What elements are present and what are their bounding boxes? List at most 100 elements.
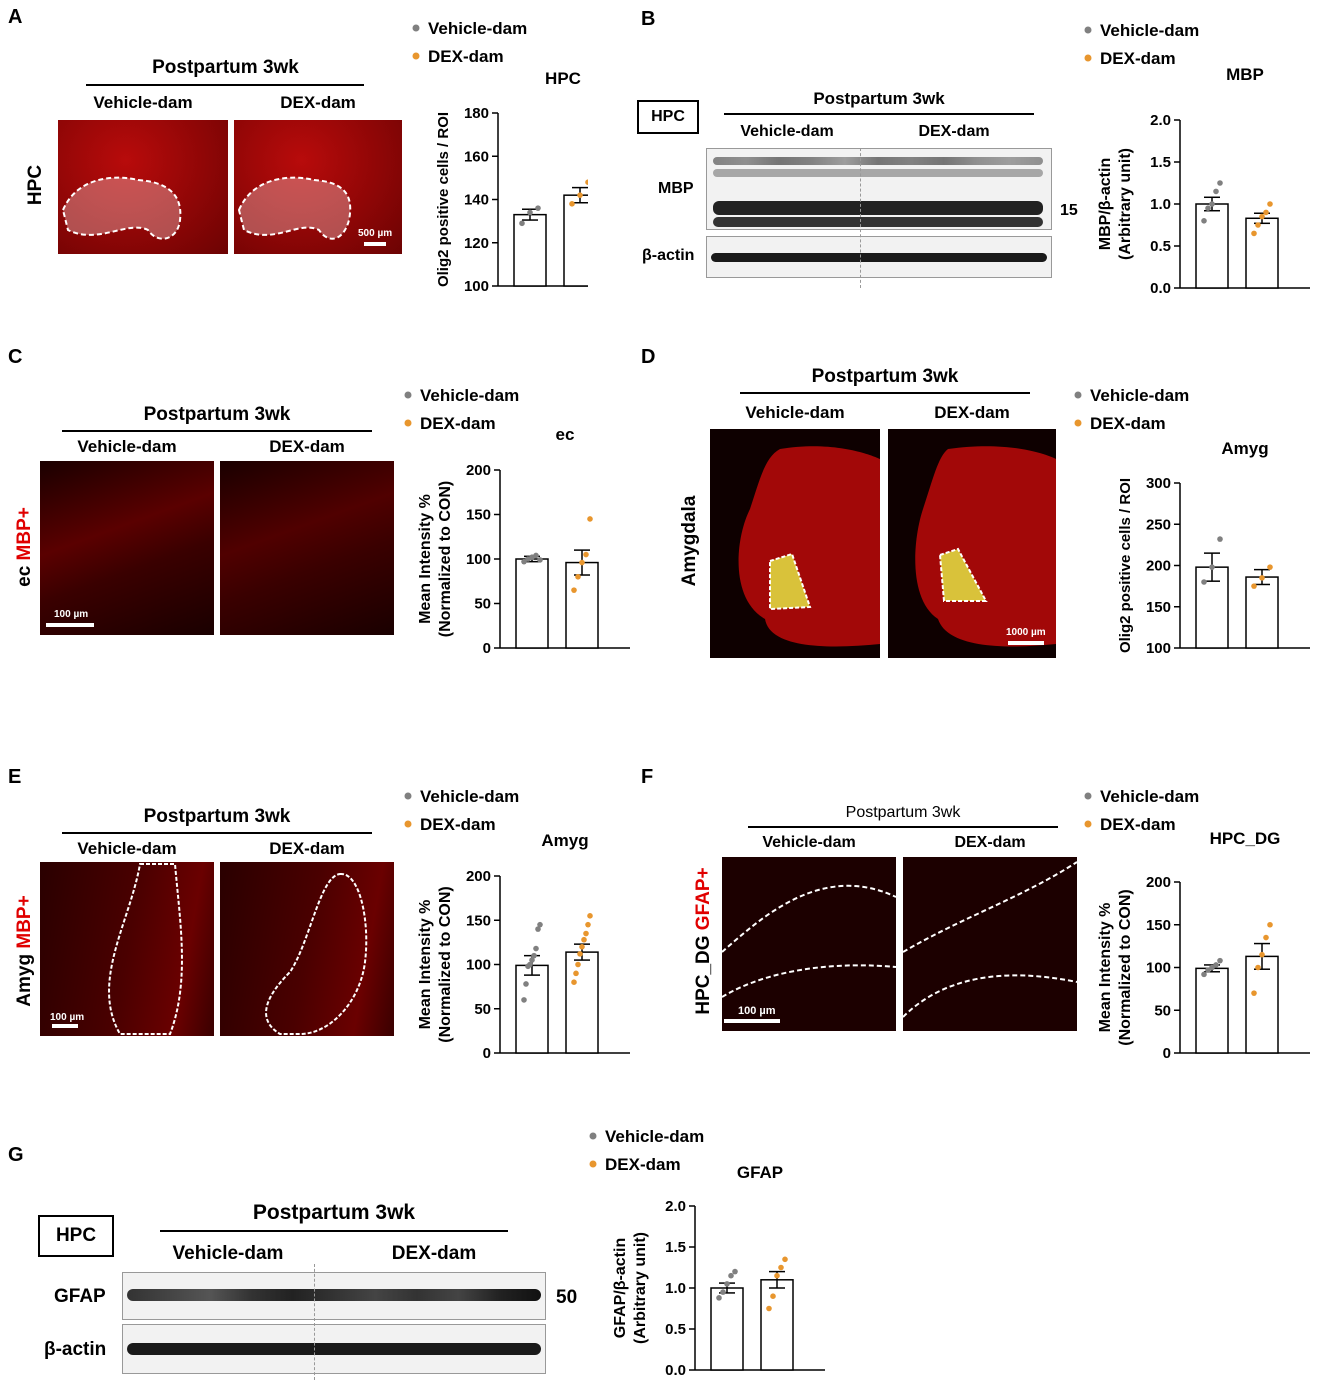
legend-vehicle-marker: [589, 1132, 597, 1140]
chart-g-bar-dex: [760, 1279, 794, 1371]
panel-e-group-vehicle: Vehicle-dam: [77, 839, 177, 858]
chart-f-y-label: Mean Intensity %: [1097, 903, 1114, 1033]
panel-c-side-marker: MBP+: [14, 507, 35, 561]
panel-e-scale-text: 100 µm: [50, 1012, 85, 1023]
panel-g-region-box: HPC: [38, 1215, 114, 1257]
chart-c-y-tick-label: 0: [483, 640, 491, 657]
chart-f-point-vehicle: [1205, 967, 1211, 973]
panel-b-divider: [860, 148, 861, 288]
chart-c-point-vehicle: [521, 558, 527, 565]
panel-e-scale-bar: [52, 1024, 78, 1028]
panel-b-header: Postpartum 3wk: [813, 89, 945, 108]
chart-e-point-dex: [587, 913, 593, 919]
chart-b-point-dex: [1263, 209, 1269, 216]
legend-dex-marker: [589, 1160, 597, 1168]
chart-c-point-dex: [575, 574, 581, 580]
chart-f-point-vehicle: [1217, 957, 1223, 964]
chart-a-point-dex: [585, 179, 588, 185]
chart-e-point-vehicle: [523, 981, 529, 987]
panel-f-scale-bar: [724, 1019, 780, 1023]
panel-g-group-vehicle: Vehicle-dam: [172, 1243, 284, 1264]
chart-e-point-vehicle: [529, 957, 535, 963]
chart-g-y-tick-label: 1.5: [665, 1239, 686, 1256]
chart-e-point-dex: [581, 936, 587, 943]
chart-g-y-label: (Arbitrary unit): [632, 1232, 649, 1344]
panel-a-header-line: [86, 84, 364, 86]
panel-b-group-dex: DEX-dam: [918, 123, 990, 140]
chart-e-point-dex: [571, 979, 577, 985]
chart-b-y-tick-label: 1.0: [1150, 196, 1171, 213]
chart-f-title: HPC_DG: [1210, 829, 1281, 848]
chart-b-y-tick-label: 0.0: [1150, 280, 1171, 297]
chart-b-point-dex: [1255, 222, 1261, 228]
chart-c-point-dex: [587, 516, 593, 522]
legend-dex-label: DEX-dam: [1100, 815, 1176, 834]
legend-dex-label: DEX-dam: [428, 47, 504, 66]
chart-f-y-tick-label: 150: [1146, 917, 1171, 934]
chart-d-title: Amyg: [1221, 439, 1268, 458]
panel-f-scale-text: 100 µm: [738, 1005, 776, 1017]
panel-f-side-label: HPC_DG GFAP+: [693, 861, 715, 1021]
panel-e-chart: Vehicle-dam DEX-dam Amyg 0 50 100 150 200 Mean I…: [404, 787, 630, 1062]
chart-e-y-label: (Normalized to CON): [437, 886, 454, 1042]
chart-g-point-vehicle: [720, 1289, 726, 1295]
chart-f-point-dex: [1267, 921, 1273, 928]
panel-c-image-vehicle: 100 µm: [40, 461, 214, 635]
panel-g-blot-gfap: [122, 1272, 546, 1320]
chart-e-point-dex: [585, 921, 591, 928]
chart-g-title: GFAP: [737, 1163, 783, 1182]
chart-e-point-dex: [575, 961, 581, 968]
chart-e-point-vehicle: [537, 921, 543, 928]
panel-letter-c: C: [8, 346, 23, 368]
chart-f-point-dex: [1259, 951, 1265, 958]
chart-b-point-dex: [1267, 201, 1273, 207]
chart-a-y-tick-label: 160: [464, 148, 489, 165]
chart-d-y-tick-label: 300: [1146, 475, 1171, 492]
chart-b-point-vehicle: [1213, 188, 1219, 195]
panel-g-divider: [314, 1264, 315, 1380]
chart-g-y-tick-label: 0.0: [665, 1362, 686, 1379]
panel-b-row-label-actin: β-actin: [642, 247, 695, 264]
panel-e-image-dex: [220, 862, 394, 1036]
legend-dex-label: DEX-dam: [1090, 414, 1166, 433]
chart-c-point-dex: [583, 551, 589, 558]
chart-g-point-vehicle: [716, 1295, 722, 1301]
legend-vehicle-label: Vehicle-dam: [605, 1127, 704, 1146]
panel-d-chart: Vehicle-dam DEX-dam Amyg 100 150 200 250 300 Oli…: [1074, 386, 1310, 657]
chart-d-y-label: Olig2 positive cells / ROI: [1117, 478, 1134, 653]
chart-b-point-vehicle: [1201, 218, 1207, 224]
panel-a-image-dex: 500 µm: [234, 120, 402, 254]
chart-f-bar-dex: [1245, 955, 1279, 1054]
panel-letter-a: A: [8, 6, 23, 28]
legend-dex-label: DEX-dam: [605, 1155, 681, 1174]
chart-g-point-dex: [766, 1305, 772, 1312]
panel-f-image-vehicle: 100 µm: [722, 857, 896, 1031]
legend-vehicle-label: Vehicle-dam: [1100, 787, 1199, 806]
chart-f-point-vehicle: [1201, 971, 1207, 978]
panel-letter-f: F: [641, 766, 654, 788]
chart-f-point-vehicle: [1209, 964, 1215, 971]
panel-a-image-vehicle: [58, 120, 228, 254]
chart-g-point-vehicle: [724, 1281, 730, 1287]
chart-e-point-vehicle: [527, 961, 533, 968]
chart-d-y-tick-label: 250: [1146, 516, 1171, 533]
panel-c-scale-bar: [46, 623, 94, 627]
chart-b-point-vehicle: [1209, 201, 1215, 207]
chart-a-y-tick-label: 180: [464, 105, 489, 122]
chart-e-point-dex: [577, 951, 583, 957]
chart-e-y-tick-label: 0: [483, 1045, 491, 1062]
chart-b-bar-dex: [1245, 217, 1279, 289]
chart-f-y-label: (Normalized to CON): [1117, 889, 1134, 1045]
chart-g-point-dex: [778, 1264, 784, 1271]
chart-d-bar-dex: [1245, 576, 1279, 649]
panel-b-kda: 15: [1060, 202, 1078, 219]
chart-a-bar-dex: [563, 194, 588, 287]
chart-f-y-tick-label: 0: [1163, 1045, 1171, 1062]
chart-b-y-label: MBP/β-actin: [1097, 158, 1114, 250]
legend-dex-marker: [1074, 419, 1082, 427]
chart-e-point-dex: [583, 930, 589, 937]
panel-b-header-line: [724, 113, 1034, 115]
chart-f-y-tick-label: 200: [1146, 874, 1171, 891]
chart-b-point-vehicle: [1205, 205, 1211, 211]
chart-d-point-dex: [1267, 564, 1273, 570]
